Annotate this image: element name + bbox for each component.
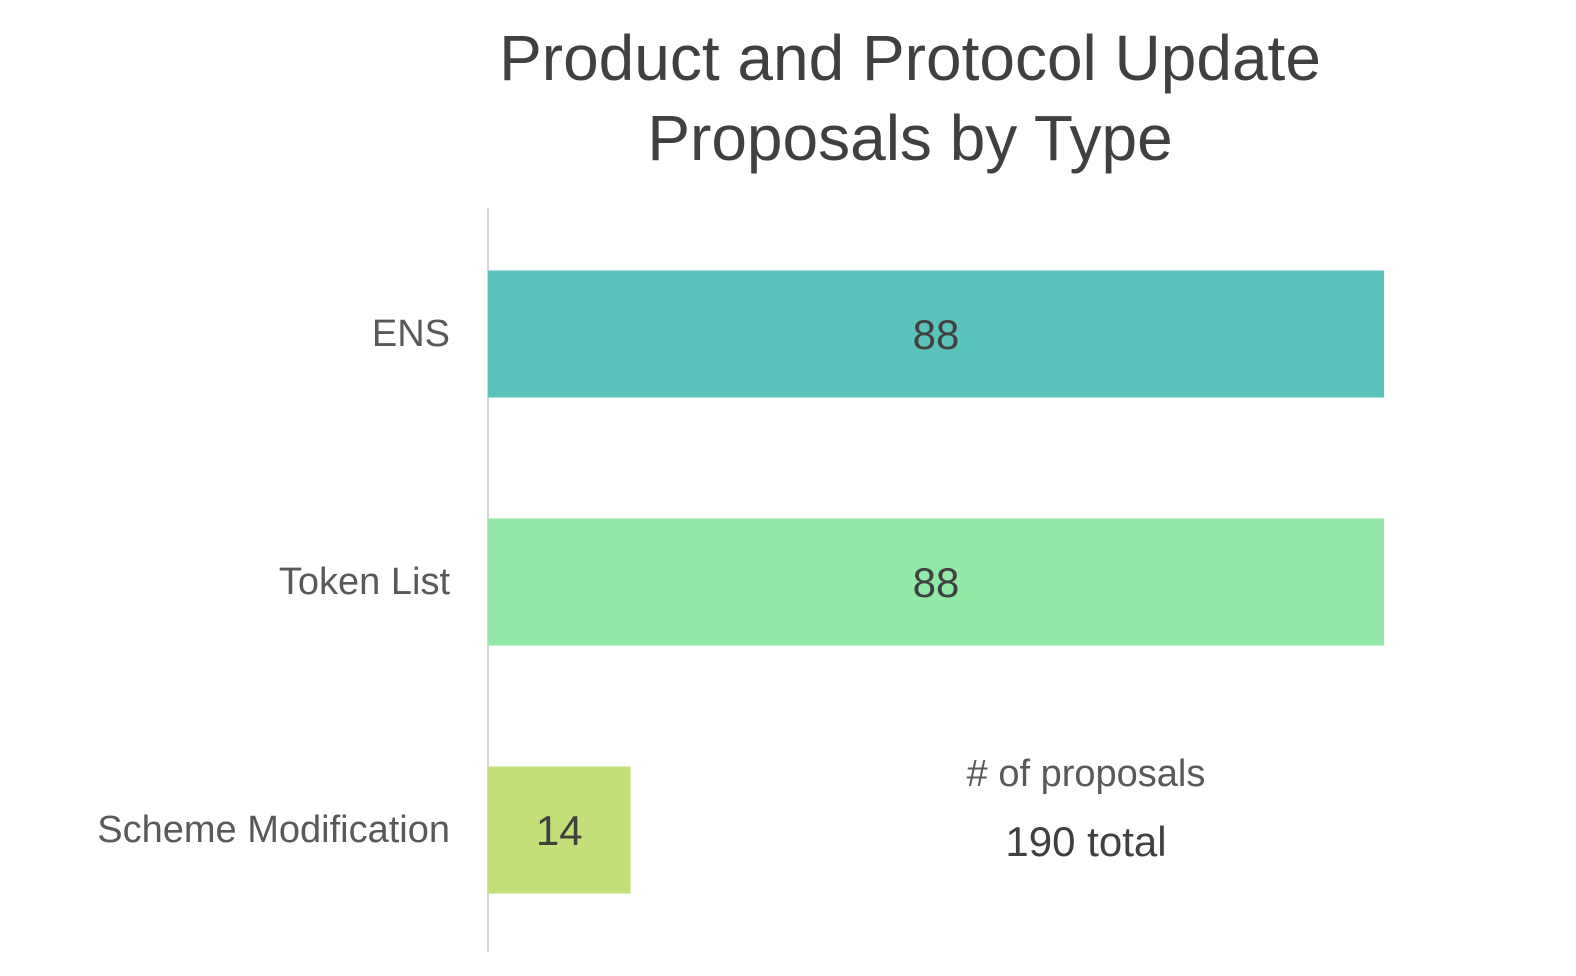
chart-title-line-2: Proposals by Type <box>647 102 1173 174</box>
labels-layer: 88 ENS 88 Token List 14 Scheme Modification <box>97 311 959 854</box>
bar-scheme-modification <box>488 766 631 894</box>
unit-annotation: # of proposals <box>967 753 1206 795</box>
category-label-ens: ENS <box>372 313 450 355</box>
category-label-token-list: Token List <box>279 561 451 603</box>
total-annotation: 190 total <box>1005 818 1166 865</box>
data-label-scheme-modification: 14 <box>536 807 583 854</box>
chart-title-line-1: Product and Protocol Update <box>499 22 1321 94</box>
bars-layer <box>488 270 1384 894</box>
category-label-scheme-modification: Scheme Modification <box>97 809 450 851</box>
bar-ens <box>488 270 1384 398</box>
data-label-ens: 88 <box>913 311 960 358</box>
data-label-token-list: 88 <box>913 559 960 606</box>
chart-title: Product and Protocol Update Proposals by… <box>410 18 1410 178</box>
bar-token-list <box>488 518 1384 646</box>
